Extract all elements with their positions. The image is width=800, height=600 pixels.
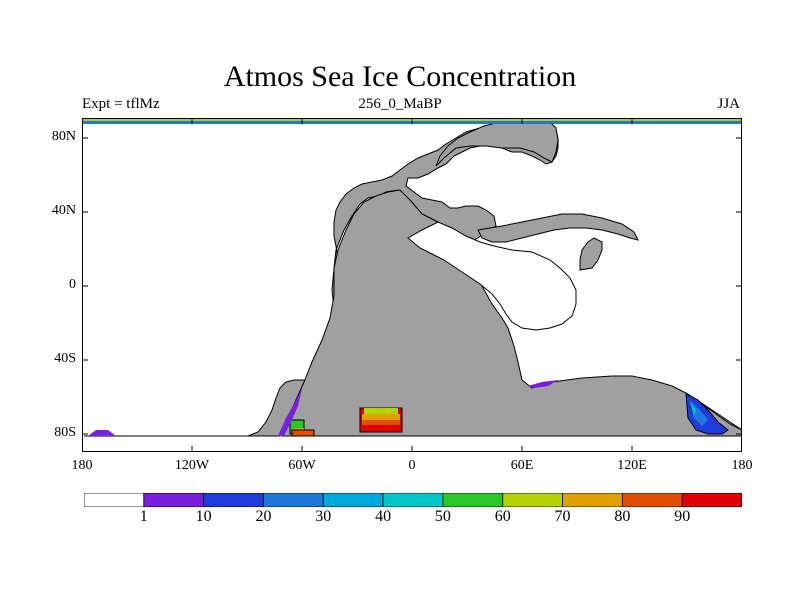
timeslice-label: 256_0_MaBP [358,96,442,112]
lon-label-180e: 180 [731,458,753,473]
colorbar-box-1 [143,493,205,507]
lon-label-60e: 60E [510,458,534,473]
colorbar-box-6 [442,493,504,507]
colorbar-label-80: 80 [614,508,631,525]
colorbar-box-8 [562,493,623,507]
colorbar-label-50: 50 [434,508,451,525]
lon-label-120e: 120E [617,458,647,473]
lon-label-120w: 120W [174,458,210,473]
sea-ice-patch-south-america [289,419,315,437]
lat-label-40s: 40S [54,351,76,366]
colorbar-box-10 [681,493,742,507]
colorbar-label-60: 60 [494,508,511,525]
colorbar [84,493,742,507]
season-label: JJA [717,96,740,112]
colorbar-box-5 [382,493,444,507]
colorbar-label-30: 30 [315,508,332,525]
map-panel [82,118,742,452]
colorbar-box-0 [84,493,145,507]
lon-label-0: 0 [408,458,416,473]
colorbar-box-2 [203,493,264,507]
sea-ice-fringe-coast [278,388,302,436]
sea-ice-patch-africa [359,407,403,433]
experiment-label: Expt = tflMz [82,96,160,112]
lat-label-40n: 40N [51,203,76,218]
colorbar-label-40: 40 [375,508,392,525]
sea-ice-fringe-east [528,380,558,388]
colorbar-box-9 [621,493,683,507]
map-frame [82,118,742,452]
lat-label-0: 0 [69,277,76,292]
colorbar-label-10: 10 [195,508,212,525]
colorbar-box-3 [263,493,324,507]
plot-title: Atmos Sea Ice Concentration [223,60,577,93]
colorbar-label-70: 70 [554,508,571,525]
sea-ice-patch-east [685,393,729,435]
colorbar-label-90: 90 [674,508,691,525]
land-eastern-island [579,237,603,271]
sea-ice-fringe-west [88,430,116,436]
colorbar-box-7 [502,493,563,507]
land-east-strip [477,213,639,243]
land-northern-arm [435,118,559,167]
lat-label-80s: 80S [54,425,76,440]
colorbar-label-20: 20 [255,508,272,525]
lon-label-180w: 180 [71,458,93,473]
inland-sea-white [407,221,577,331]
colorbar-box-4 [322,493,384,507]
lon-label-60w: 60W [288,458,316,473]
colorbar-label-1: 1 [139,508,148,525]
lat-label-80n: 80N [51,129,76,144]
